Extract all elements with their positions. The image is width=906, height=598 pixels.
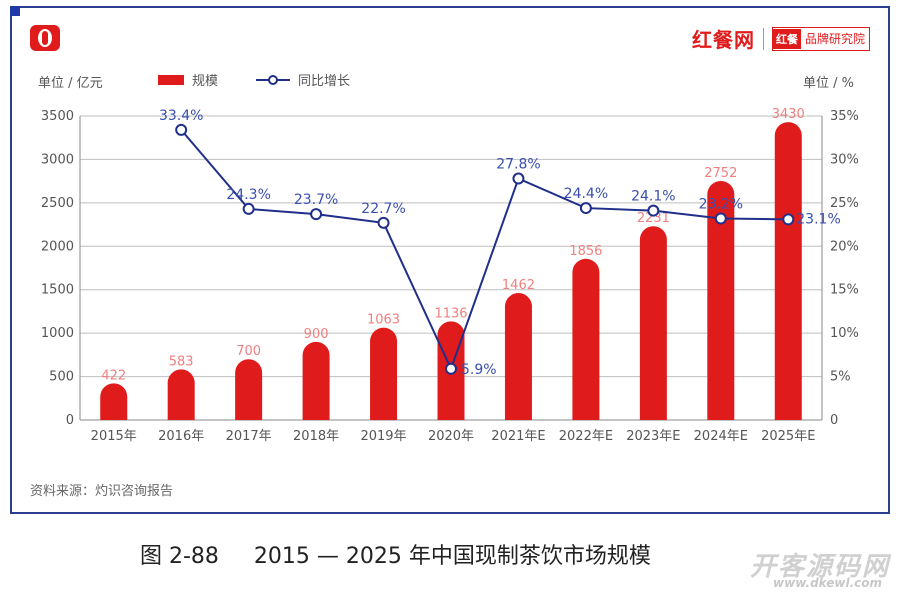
growth-point	[175, 123, 188, 136]
bar-value-label: 1136	[434, 306, 467, 321]
growth-value-label: 24.3%	[226, 187, 270, 203]
growth-value-label: 23.7%	[294, 192, 338, 208]
bar-2025年E	[774, 122, 802, 420]
legend-line-swatch	[256, 74, 291, 85]
x-tick-label: 2018年	[293, 429, 339, 444]
bar-value-label: 422	[101, 368, 126, 383]
corner-mark	[10, 6, 20, 16]
bar-value-label: 1856	[569, 244, 602, 259]
growth-value-label: 24.1%	[631, 189, 675, 205]
growth-point	[512, 172, 525, 185]
watermark-url: www.dkewl.com	[773, 576, 882, 590]
growth-point	[310, 208, 323, 221]
bar-2019年	[370, 327, 398, 420]
bar-2016年	[167, 369, 195, 420]
left-tick-label: 1500	[41, 283, 74, 298]
bar-value-label: 583	[169, 354, 194, 369]
bar-2024年E	[707, 180, 735, 420]
legend-line-label: 同比增长	[298, 74, 351, 89]
x-tick-label: 2019年	[360, 429, 406, 444]
right-tick-label: 30%	[830, 152, 859, 167]
x-tick-label: 2016年	[158, 429, 204, 444]
left-tick-label: 0	[66, 413, 74, 428]
brand-badge-box: 红餐	[772, 28, 801, 49]
growth-point	[647, 204, 660, 217]
watermark: 开客源码网	[749, 552, 890, 582]
growth-value-label: 22.7%	[361, 201, 405, 217]
growth-point	[242, 202, 255, 215]
left-tick-label: 3500	[41, 109, 74, 124]
right-tick-label: 35%	[830, 109, 859, 124]
bar-2018年	[302, 341, 330, 420]
legend-bar-label: 规模	[192, 74, 219, 89]
logo-icon	[30, 25, 60, 55]
bar-value-label: 3430	[772, 107, 805, 122]
brand-badge-text: 品牌研究院	[804, 32, 865, 46]
growth-value-label: 27.8%	[496, 157, 540, 173]
right-tick-label: 15%	[830, 283, 859, 298]
brand-name: 红餐网	[691, 28, 755, 52]
figure-caption: 图 2-88 2015 — 2025 年中国现制茶饮市场规模	[140, 544, 651, 569]
x-tick-label: 2020年	[428, 429, 474, 444]
bar-value-label: 700	[236, 344, 261, 359]
brand-logo: 红餐网 红餐 品牌研究院	[692, 24, 870, 53]
right-tick-label: 10%	[830, 326, 859, 341]
x-tick-label: 2025年E	[761, 429, 815, 444]
left-tick-label: 1000	[41, 326, 74, 341]
x-tick-label: 2017年	[226, 429, 272, 444]
growth-value-label: 24.4%	[564, 186, 608, 202]
x-tick-label: 2023年E	[626, 429, 680, 444]
bar-2017年	[235, 359, 263, 420]
growth-point	[445, 362, 457, 375]
bar-2023年E	[639, 226, 667, 420]
bar-value-label: 2231	[637, 211, 670, 226]
left-tick-label: 500	[49, 370, 74, 385]
left-tick-label: 3000	[41, 152, 74, 167]
growth-value-label: 23.2%	[699, 196, 743, 212]
bar-value-label: 2752	[704, 166, 737, 181]
x-tick-label: 2021年E	[491, 429, 545, 444]
chart-legend: 规模 同比增长	[158, 70, 350, 89]
growth-value-label: 23.1%	[796, 211, 840, 227]
bar-value-label: 900	[304, 327, 329, 342]
x-tick-label: 2015年	[91, 429, 137, 444]
growth-line	[180, 129, 789, 372]
legend-bar-swatch	[158, 74, 184, 85]
growth-value-label: 5.9%	[461, 362, 497, 378]
right-tick-label: 5%	[830, 370, 851, 385]
right-tick-label: 20%	[830, 239, 859, 254]
brand-badge: 红餐 品牌研究院	[771, 26, 870, 51]
left-tick-label: 2000	[41, 239, 74, 254]
left-tick-label: 2500	[41, 196, 74, 211]
growth-point	[377, 216, 390, 229]
brand-separator	[762, 27, 764, 50]
bar-2015年	[100, 383, 128, 420]
x-tick-label: 2024年E	[694, 429, 748, 444]
growth-value-label: 33.4%	[159, 108, 203, 124]
chart-frame	[10, 6, 890, 514]
bar-value-label: 1462	[502, 278, 535, 293]
right-tick-label: 0	[830, 413, 838, 428]
source-note: 资料来源：灼识咨询报告	[30, 484, 174, 499]
growth-point	[782, 213, 795, 226]
bar-2022年E	[572, 258, 600, 420]
bar-value-label: 1063	[367, 313, 400, 328]
x-tick-label: 2022年E	[559, 429, 613, 444]
right-axis-unit: 单位 / %	[803, 76, 854, 91]
bar-2021年E	[504, 293, 532, 420]
left-axis-unit: 单位 / 亿元	[38, 76, 103, 91]
right-tick-label: 25%	[830, 196, 859, 211]
growth-point	[579, 202, 592, 215]
growth-point	[714, 212, 727, 225]
